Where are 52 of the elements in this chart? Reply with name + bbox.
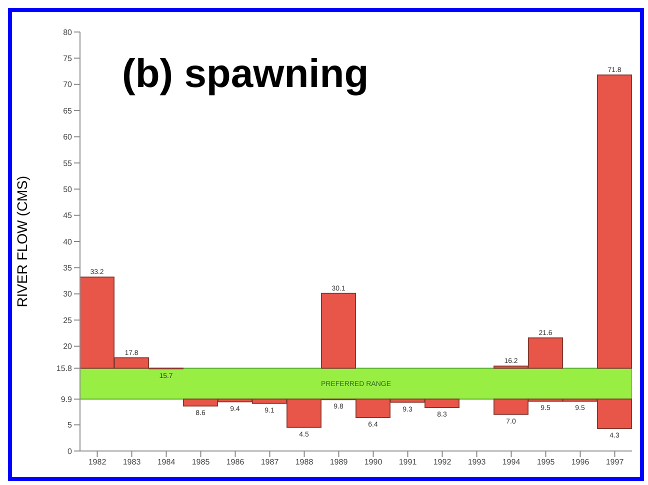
bar [321,292,356,369]
bar [183,398,218,406]
y-tick-label: 80 [63,28,73,37]
y-tick-label: 25 [63,316,73,325]
bar [597,74,632,369]
y-tick-label: 15.8 [56,364,73,374]
y-tick-label: 70 [63,80,73,90]
y-tick-label: 5 [68,420,73,430]
bar [218,398,252,402]
y-tick-label: 35 [63,264,73,273]
y-axis-title: RIVER FLOW (CMS) [14,176,30,308]
bar [424,398,460,408]
x-tick-label: 1992 [433,458,452,467]
y-tick-label: 30 [63,290,73,299]
y-tick-label: 65 [63,106,73,116]
x-tick-label: 1993 [468,458,486,467]
bar [528,398,563,402]
x-tick-label: 1995 [536,458,556,467]
x-tick-label: 1989 [330,458,348,467]
x-tick-label: 1987 [260,458,280,467]
text: (b) spawning [122,52,369,97]
x-tick-label: 1988 [295,458,314,467]
y-tick-label: 45 [63,211,73,220]
y-tick-label: 75 [63,54,73,64]
x-tick-label: 1997 [606,458,624,467]
bar [494,398,528,415]
bar [562,398,598,402]
bar [286,398,322,428]
bar [356,398,390,418]
y-tick-label: 40 [63,237,73,246]
y-tick-label: 0 [68,446,73,456]
y-tick-label: 60 [63,132,73,142]
y-tick-label: 9.9 [60,394,73,404]
bar [80,276,114,369]
y-tick-label: 55 [63,158,73,168]
x-tick-label: 1996 [571,458,590,467]
bar [390,398,425,403]
bar [597,398,632,429]
bar [528,337,563,369]
y-tick-label: 20 [63,342,73,352]
bar [252,398,287,404]
y-tick-label: 50 [63,184,73,194]
x-tick-label: 1986 [226,458,245,467]
bar [114,357,149,369]
x-tick-label: 1991 [398,458,418,467]
x-tick-label: 1994 [502,458,521,467]
x-tick-label: 1982 [88,458,107,467]
x-tick-label: 1985 [192,458,210,467]
x-tick-label: 1983 [122,458,142,467]
bar [494,366,528,369]
x-tick-label: 1990 [364,458,383,467]
x-tick-label: 1984 [157,458,176,467]
